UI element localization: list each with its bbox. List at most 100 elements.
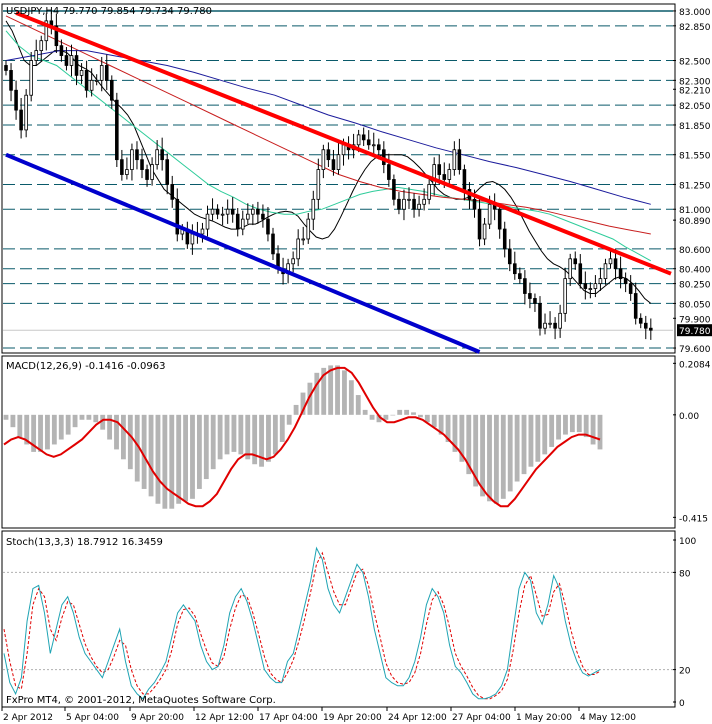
macd-histogram-bar	[231, 414, 237, 452]
candle-body	[19, 109, 23, 131]
macd-histogram-bar	[176, 414, 182, 504]
candle-body	[482, 223, 487, 240]
time-axis-label: 1 May 20:00	[516, 713, 572, 723]
candle-body	[110, 79, 114, 101]
macd-histogram-bar	[169, 414, 175, 509]
candle-body	[34, 50, 39, 61]
candle-body	[89, 79, 94, 91]
macd-histogram-bar	[355, 395, 361, 415]
candle-body	[215, 208, 220, 215]
macd-histogram-bar	[17, 414, 23, 438]
macd-histogram-bar	[31, 414, 37, 452]
macd-histogram-bar	[38, 414, 43, 452]
candle-body	[54, 25, 59, 47]
candle-body	[316, 169, 321, 200]
macd-histogram-bar	[162, 414, 168, 509]
stoch-axis-label: 0	[679, 699, 685, 709]
candle-body	[170, 184, 175, 200]
candle-body	[135, 149, 139, 161]
macd-histogram-bar	[141, 414, 147, 489]
macd-axis: 0.2084 0.00 -0.415	[673, 360, 711, 524]
candle-body	[200, 228, 205, 235]
macd-histogram-bar	[500, 414, 506, 499]
macd-histogram	[3, 365, 603, 509]
candle-body	[397, 198, 401, 210]
stoch-axis-label: 100	[679, 537, 696, 547]
time-axis-label: 27 Apr 04:00	[452, 713, 511, 723]
candle-body	[266, 218, 270, 235]
candle-body	[301, 238, 306, 241]
copyright-text: FxPro MT4, © 2001-2012, MetaQuotes Softw…	[6, 695, 276, 706]
stoch-pane-frame	[1, 530, 676, 708]
macd-histogram-bar	[397, 409, 403, 415]
candle-body	[628, 283, 633, 294]
time-axis: 2 Apr 2012 5 Apr 04:00 9 Apr 20:00 12 Apr 1…	[1, 707, 636, 723]
candle-body	[528, 293, 532, 299]
candle-body	[472, 198, 477, 210]
candle-body	[4, 65, 8, 71]
candle-body	[523, 278, 527, 294]
macd-histogram-bar	[190, 414, 195, 499]
price-pane-frame	[1, 3, 676, 354]
macd-histogram-bar	[321, 367, 327, 415]
macd-histogram-bar	[466, 414, 472, 475]
price-axis-label: 81.000	[679, 206, 711, 216]
macd-histogram-bar	[348, 380, 354, 415]
macd-histogram-bar	[473, 414, 479, 487]
candle-body	[39, 40, 44, 52]
macd-pane: 0.2084 0.00 -0.415 MACD(12,26,9) -0.1416 -…	[1, 355, 711, 529]
macd-histogram-bar	[93, 414, 99, 423]
macd-histogram-bar	[411, 412, 416, 415]
candle-body	[376, 144, 381, 151]
macd-histogram-bar	[362, 409, 368, 415]
macd-histogram-bar	[107, 414, 113, 440]
candle-body	[618, 268, 623, 280]
candle-body	[573, 258, 578, 265]
candle-body	[417, 203, 421, 210]
resistance-trendline	[15, 11, 672, 276]
price-axis-label: 82.300	[679, 77, 711, 87]
candle-body	[518, 273, 522, 280]
stoch-axis-label: 20	[679, 667, 691, 677]
candle-body	[120, 159, 124, 175]
candle-body	[336, 154, 341, 170]
macd-histogram-bar	[521, 414, 527, 475]
candle-body	[392, 179, 396, 200]
candle-body	[633, 293, 638, 319]
candle-body	[84, 70, 89, 91]
macd-histogram-bar	[224, 414, 230, 455]
macd-histogram-bar	[328, 365, 334, 415]
candle-body	[623, 278, 628, 284]
candle-body	[356, 134, 361, 146]
macd-histogram-bar	[459, 414, 465, 462]
macd-signal-line	[3, 366, 601, 508]
macd-histogram-bar	[314, 372, 320, 415]
candle-body	[321, 149, 326, 170]
candle-body	[407, 198, 411, 201]
candle-body	[14, 89, 18, 111]
macd-histogram-bar	[217, 414, 223, 460]
macd-histogram-bar	[3, 414, 9, 420]
macd-signal-line	[3, 366, 601, 508]
candle-body	[240, 218, 245, 230]
candle-body	[140, 159, 144, 170]
candle-body	[543, 322, 547, 329]
macd-histogram-bar	[383, 414, 389, 420]
candle-body	[296, 238, 300, 260]
candle-body	[437, 164, 442, 175]
macd-histogram-bar	[121, 414, 126, 460]
candle-body	[613, 258, 618, 270]
candle-body	[497, 208, 502, 230]
candle-body	[432, 164, 436, 185]
support-trendline	[5, 152, 481, 354]
candle-body	[94, 79, 99, 82]
price-axis-label: 81.250	[679, 181, 711, 191]
candle-body	[104, 65, 109, 81]
time-axis-label: 5 Apr 04:00	[66, 713, 119, 723]
moving-average-line	[5, 50, 651, 205]
macd-histogram-bar	[418, 414, 423, 418]
candle-body	[538, 303, 542, 329]
candle-body	[326, 149, 331, 161]
